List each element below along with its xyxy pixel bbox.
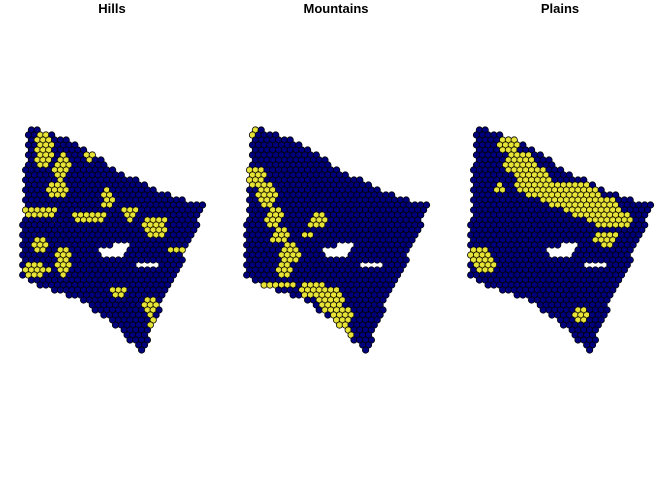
panel-title-plains: Plains	[541, 1, 579, 16]
background-cell	[330, 241, 338, 249]
hex-grid-hills	[19, 126, 207, 354]
panel-plains: Plains	[467, 1, 655, 354]
background-cell	[585, 346, 594, 354]
panel-hills: Hills	[19, 1, 207, 354]
hex-grid-mountains	[243, 126, 431, 354]
panel-mountains: Mountains	[243, 1, 431, 354]
hex-grid-plains	[467, 126, 655, 354]
background-cell	[138, 346, 146, 354]
panel-title-hills: Hills	[98, 1, 125, 16]
background-cell	[361, 346, 370, 354]
background-cell	[554, 241, 562, 249]
panel-title-mountains: Mountains	[304, 1, 369, 16]
background-cell	[106, 241, 114, 249]
